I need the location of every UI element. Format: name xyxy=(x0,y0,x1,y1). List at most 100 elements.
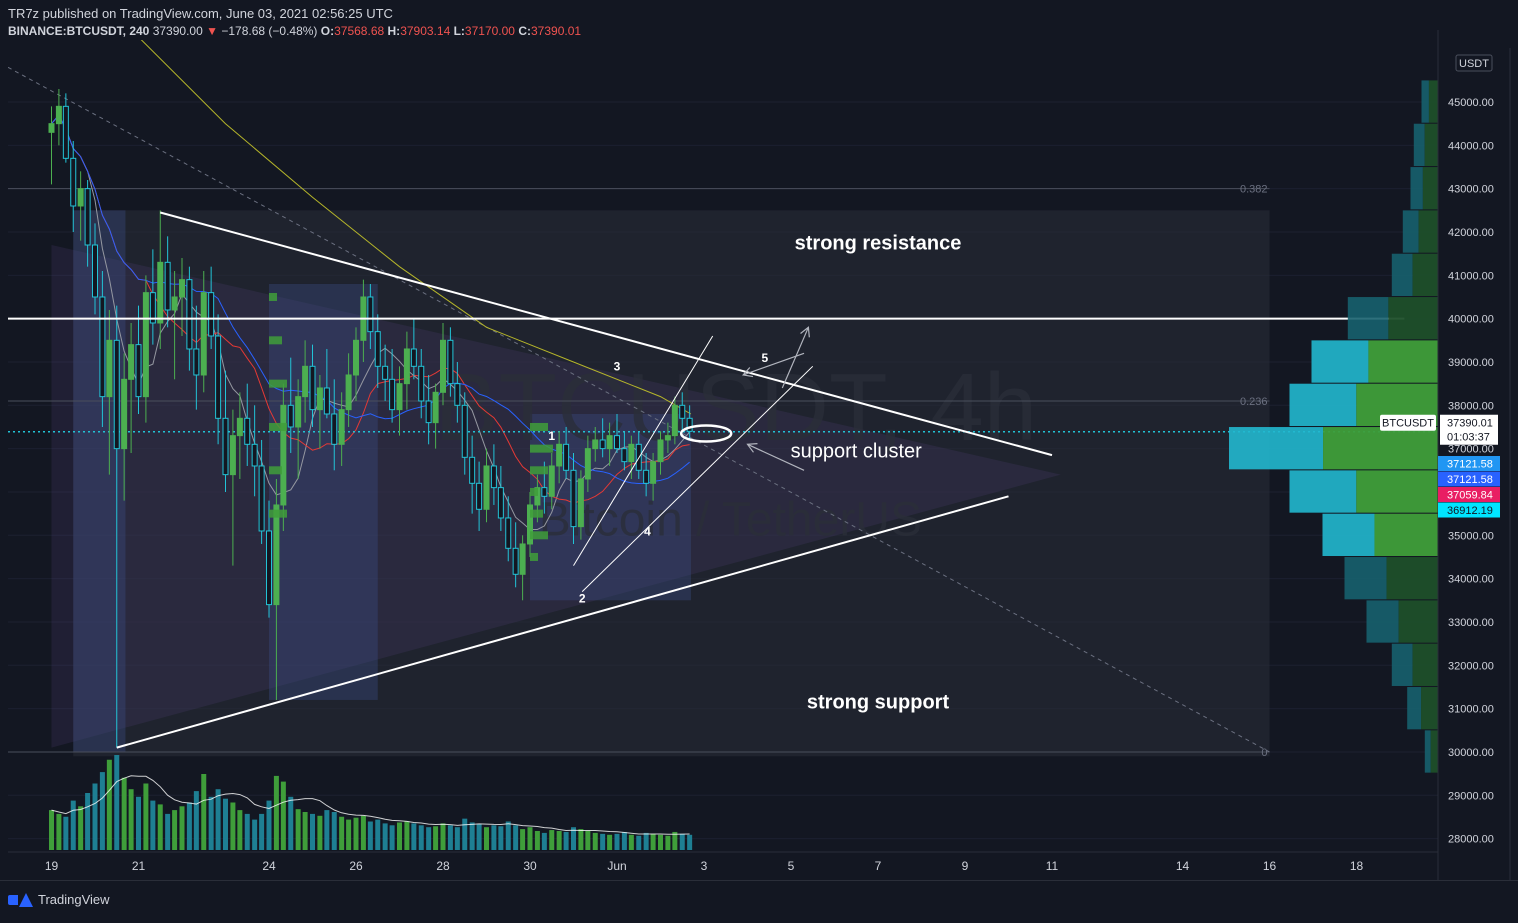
volume-bar xyxy=(462,818,468,850)
candle-body xyxy=(570,469,577,528)
profile-bar-sell xyxy=(1391,643,1413,686)
candle-body xyxy=(171,296,178,311)
candle-body xyxy=(200,292,207,376)
profile-bar-sell xyxy=(1229,427,1324,470)
candle-body xyxy=(541,487,548,497)
volume-bar xyxy=(310,813,315,850)
candle-body xyxy=(389,378,396,411)
volume-bar xyxy=(578,829,584,850)
volume-bar xyxy=(426,827,432,850)
volume-bar xyxy=(527,827,533,850)
candle-body xyxy=(679,404,686,419)
volume-bar xyxy=(447,825,453,850)
candle-body xyxy=(614,435,620,450)
session-profile-bar xyxy=(269,336,282,345)
candle-body xyxy=(273,504,280,606)
candle-body xyxy=(410,348,417,367)
candle-body xyxy=(650,461,657,484)
profile-bar-sell xyxy=(1402,210,1419,253)
volume-bar xyxy=(208,796,214,850)
volume-bar xyxy=(469,822,475,850)
candle-body xyxy=(229,435,236,476)
profile-bar-sell xyxy=(1413,123,1425,167)
volume-bar xyxy=(665,835,671,850)
candle-body xyxy=(425,400,432,424)
volume-bar xyxy=(346,819,352,850)
volume-bar xyxy=(128,789,134,850)
candle-body xyxy=(55,105,62,125)
watermark: BTCUSDT, 4h xyxy=(434,354,1037,461)
last-price-tag xyxy=(1440,414,1498,445)
volume-bar xyxy=(259,813,265,850)
volume-bar xyxy=(157,804,163,850)
tradingview-logo[interactable]: TradingView xyxy=(8,892,110,907)
profile-bar-buy xyxy=(1412,643,1438,686)
y-tick-label: 32000.00 xyxy=(1448,660,1494,672)
candle-body xyxy=(440,339,446,393)
symbol-label[interactable]: BINANCE:BTCUSDT, 240 xyxy=(8,24,150,38)
x-tick-label: 18 xyxy=(1350,859,1364,873)
x-tick-label: 30 xyxy=(523,859,537,873)
x-tick-label: 9 xyxy=(962,859,969,873)
volume-bar xyxy=(172,810,178,850)
volume-bar xyxy=(70,800,76,850)
x-tick-label: 11 xyxy=(1046,859,1059,873)
candle-body xyxy=(563,443,570,471)
volume-bar xyxy=(273,775,279,850)
candle-body xyxy=(331,413,338,445)
volume-bar xyxy=(63,816,69,850)
arrow-left-head xyxy=(741,367,754,378)
volume-bar xyxy=(397,822,402,850)
x-tick-label: 16 xyxy=(1263,859,1277,873)
x-tick-label: 3 xyxy=(701,859,708,873)
price-tag-label: 37121.58 xyxy=(1447,459,1493,471)
candle-body xyxy=(418,365,425,402)
channel-upper xyxy=(573,335,714,566)
fib-label: 0 xyxy=(1261,747,1267,759)
volume-bar xyxy=(556,831,562,850)
candle-body xyxy=(534,487,541,506)
session-profile-bar xyxy=(530,531,548,540)
candle-body xyxy=(345,374,352,411)
profile-bar-sell xyxy=(1347,297,1389,340)
volume-bar xyxy=(186,802,192,850)
watermark-sub: Bitcoin / TetherUS xyxy=(539,493,922,546)
candle-body xyxy=(309,365,316,411)
profile-bar-buy xyxy=(1418,210,1438,253)
low-value: 37170.00 xyxy=(464,24,515,38)
profile-bar-sell xyxy=(1424,730,1431,773)
volume-bar xyxy=(295,809,301,850)
volume-bar xyxy=(201,774,207,850)
volume-bar xyxy=(367,821,373,850)
candle-body xyxy=(599,439,606,450)
candle-body xyxy=(287,404,294,428)
x-tick-label: 21 xyxy=(132,859,146,873)
volume-bar xyxy=(136,796,141,850)
candle-body xyxy=(208,292,215,337)
volume-bar xyxy=(563,831,569,850)
countdown-label: 01:03:37 xyxy=(1447,432,1490,444)
session-profile-bar xyxy=(269,292,277,301)
candle-body xyxy=(483,465,490,510)
plot-area: BTCUSDT, 4h Bitcoin / TetherUS 0.382 0.236 0… xyxy=(8,40,1438,850)
fib-label: 0.382 xyxy=(1240,184,1268,196)
x-tick-label: 28 xyxy=(436,859,450,873)
ohlc-line: BINANCE:BTCUSDT, 240 37390.00 ▼ −178.68 … xyxy=(8,24,582,38)
close-value: 37390.01 xyxy=(531,24,582,38)
session-profile-bar xyxy=(269,509,287,518)
volume-bar xyxy=(687,834,693,850)
volume-bar xyxy=(454,827,460,850)
x-tick-label: 5 xyxy=(788,859,795,873)
profile-bar-buy xyxy=(1374,513,1438,556)
annotation-label: 4 xyxy=(644,524,651,538)
volume-bar xyxy=(679,833,685,850)
volume-bar xyxy=(643,832,649,850)
x-tick-label: 14 xyxy=(1176,859,1190,873)
candle-body xyxy=(469,456,476,484)
y-tick-label: 42000.00 xyxy=(1448,227,1494,239)
session-profile-bar xyxy=(530,466,548,475)
profile-bar-sell xyxy=(1344,557,1387,600)
triangle-upper xyxy=(159,211,1053,457)
annotation-label: 2 xyxy=(579,591,586,605)
